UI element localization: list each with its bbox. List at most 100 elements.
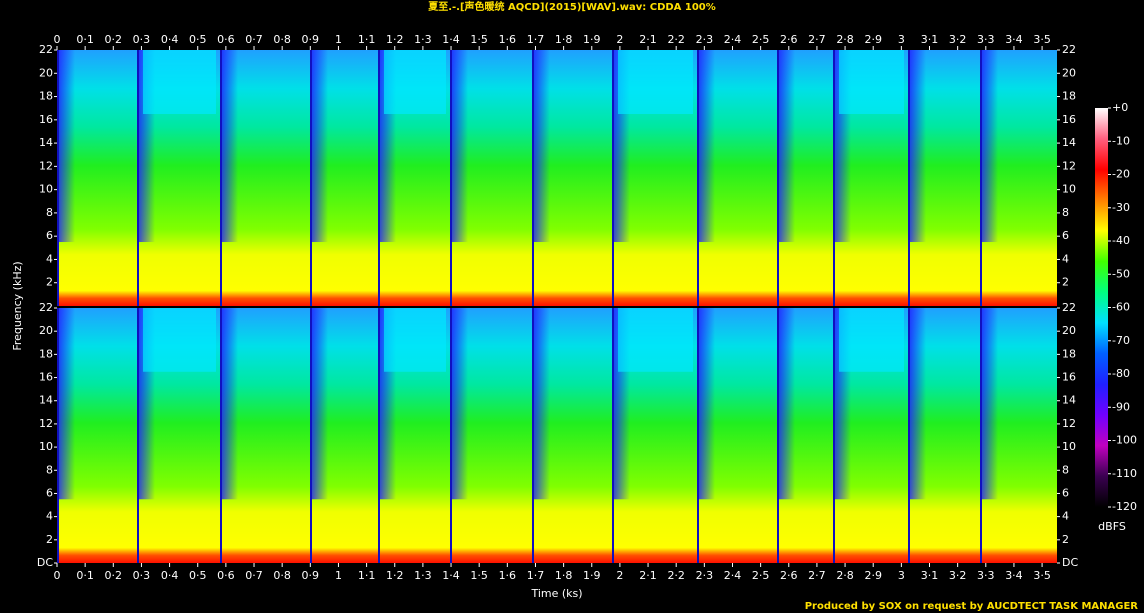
track-top — [618, 50, 693, 114]
x-tick-label: 1·7 — [527, 33, 545, 46]
y-tick-label: 10 — [39, 183, 53, 196]
x-tick-label: 3·2 — [949, 33, 967, 46]
track-gap — [220, 308, 222, 563]
x-tick-label: 0 — [54, 569, 61, 582]
y-tick-label: 14 — [1062, 394, 1076, 407]
x-tick-label: 0·1 — [76, 569, 94, 582]
track-edge — [777, 50, 795, 242]
track-edge — [980, 308, 998, 500]
x-tick-label: 2·4 — [724, 569, 742, 582]
y-tick-label: 12 — [39, 159, 53, 172]
y-tick-label: 22 — [1062, 43, 1076, 56]
y-tick-label: 4 — [46, 252, 53, 265]
track-gap — [378, 50, 380, 306]
y-tick-label: 20 — [39, 324, 53, 337]
x-tick-label: 3·1 — [921, 33, 939, 46]
x-tick-label: 1·4 — [442, 33, 460, 46]
track-top — [143, 50, 216, 114]
y-tick-label: 12 — [39, 417, 53, 430]
y-tick-label: 10 — [39, 440, 53, 453]
x-tick-label: 2·6 — [780, 569, 798, 582]
y-tick-label: 8 — [1062, 206, 1069, 219]
y-tick-label: 16 — [39, 371, 53, 384]
colorbar — [1095, 108, 1108, 507]
y-tick-label: 4 — [1062, 510, 1069, 523]
track-edge — [697, 308, 715, 500]
y-tick-label: 22 — [1062, 301, 1076, 314]
track-gap — [57, 308, 59, 563]
x-tick-label: 2·2 — [667, 33, 685, 46]
x-tick-label: 1·6 — [499, 33, 517, 46]
colorbar-tick-label: -90 — [1112, 400, 1130, 413]
y-tick-label: 4 — [1062, 252, 1069, 265]
colorbar-tick-label: -40 — [1112, 234, 1130, 247]
colorbar-tick-label: -80 — [1112, 367, 1130, 380]
x-tick-label: 0·2 — [105, 33, 123, 46]
track-edge — [777, 308, 795, 500]
track-edge — [450, 308, 468, 500]
x-tick-label: 3·5 — [1033, 33, 1051, 46]
x-tick-label: 1 — [335, 33, 342, 46]
track-gap — [310, 50, 312, 306]
x-tick-label: 0 — [54, 33, 61, 46]
y-tick-label: 12 — [1062, 159, 1076, 172]
y-tick-label: 8 — [46, 463, 53, 476]
track-edge — [220, 50, 238, 242]
x-tick-label: 3·3 — [977, 569, 995, 582]
track-gap — [980, 50, 982, 306]
track-edge — [908, 50, 926, 242]
track-top — [839, 308, 904, 372]
colorbar-tick-label: -120 — [1112, 500, 1137, 513]
colorbar-tick-label: -10 — [1112, 134, 1130, 147]
track-gap — [137, 308, 139, 563]
y-tick-label: 18 — [1062, 90, 1076, 103]
y-tick-label: 10 — [1062, 183, 1076, 196]
y-tick-label: 22 — [39, 43, 53, 56]
y-tick-label: 16 — [39, 113, 53, 126]
colorbar-tick-label: -50 — [1112, 267, 1130, 280]
colorbar-tick-label: -20 — [1112, 168, 1130, 181]
y-tick-label: 16 — [1062, 371, 1076, 384]
x-tick-label: 2·7 — [808, 33, 826, 46]
y-tick-label: 20 — [1062, 324, 1076, 337]
x-tick-label: 1·2 — [386, 569, 404, 582]
x-tick-label: 2·7 — [808, 569, 826, 582]
x-tick-label: 0·2 — [105, 569, 123, 582]
x-tick-label: 3·2 — [949, 569, 967, 582]
track-gap — [612, 308, 614, 563]
x-tick-label: 0·5 — [189, 33, 207, 46]
x-tick-label: 1 — [335, 569, 342, 582]
track-gap — [532, 50, 534, 306]
x-tick-label: 3·4 — [1005, 33, 1023, 46]
x-tick-label: 2 — [616, 569, 623, 582]
y-tick-label: 2 — [46, 533, 53, 546]
chart-title: 夏至.-.[声色暖统 AQCD](2015)[WAV].wav: CDDA 10… — [427, 0, 716, 13]
track-gap — [137, 50, 139, 306]
y-tick-label: 6 — [46, 486, 53, 499]
y-tick-label: 8 — [1062, 463, 1069, 476]
track-gap — [777, 308, 779, 563]
track-gap — [450, 308, 452, 563]
track-edge — [980, 50, 998, 242]
x-tick-label: 0·4 — [161, 569, 179, 582]
track-edge — [532, 50, 550, 242]
y-tick-label: 14 — [39, 394, 53, 407]
y-tick-label: 18 — [1062, 347, 1076, 360]
y-tick-label: DC — [1062, 556, 1078, 569]
y-tick-label: 16 — [1062, 113, 1076, 126]
x-tick-label: 0·9 — [302, 33, 320, 46]
colorbar-tick-label: -30 — [1112, 201, 1130, 214]
track-top — [384, 50, 446, 114]
x-tick-label: 1·6 — [499, 569, 517, 582]
track-gap — [833, 308, 835, 563]
y-tick-label: 2 — [1062, 276, 1069, 289]
track-top — [384, 308, 446, 372]
y-tick-label: 14 — [39, 136, 53, 149]
track-edge — [532, 308, 550, 500]
x-tick-label: 1·5 — [470, 569, 488, 582]
track-edge — [57, 50, 75, 242]
colorbar-tick-label: -110 — [1112, 467, 1137, 480]
x-tick-label: 2 — [616, 33, 623, 46]
x-tick-label: 0·8 — [273, 33, 291, 46]
track-gap — [777, 50, 779, 306]
